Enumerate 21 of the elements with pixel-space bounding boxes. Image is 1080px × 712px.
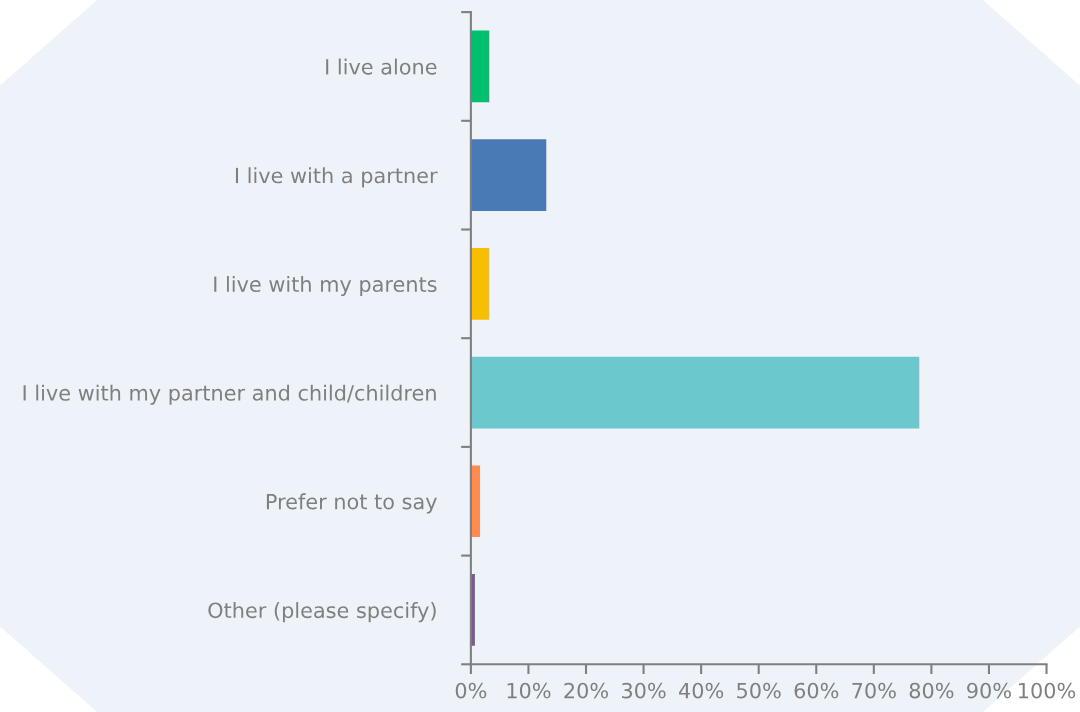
x-tick-label: 90% — [967, 682, 1011, 699]
y-tick-label: I live with my partner and child/children — [23, 384, 436, 405]
x-tick-label: 30% — [622, 682, 666, 699]
x-tick-label: 60% — [794, 682, 839, 699]
x-tick-label: 40% — [679, 682, 724, 699]
y-tick-label: I live with my parents — [214, 275, 437, 297]
x-tick-label: 20% — [564, 682, 609, 699]
x-tick-label: 10% — [507, 682, 551, 699]
x-tick-label: 70% — [852, 682, 896, 699]
bar — [470, 139, 547, 212]
y-tick-label: Other (please specify) — [208, 602, 436, 623]
y-tick-label: I live alone — [326, 58, 437, 75]
bar — [470, 247, 490, 320]
x-tick-label: 80% — [909, 682, 954, 699]
x-tick-label: 0% — [455, 682, 487, 699]
x-tick-label: 100% — [1019, 682, 1076, 699]
bar — [470, 30, 490, 103]
x-tick-label: 50% — [737, 682, 781, 699]
bar — [470, 356, 920, 429]
y-tick-label: Prefer not to say — [266, 493, 437, 514]
y-tick-label: I live with a partner — [235, 167, 438, 188]
